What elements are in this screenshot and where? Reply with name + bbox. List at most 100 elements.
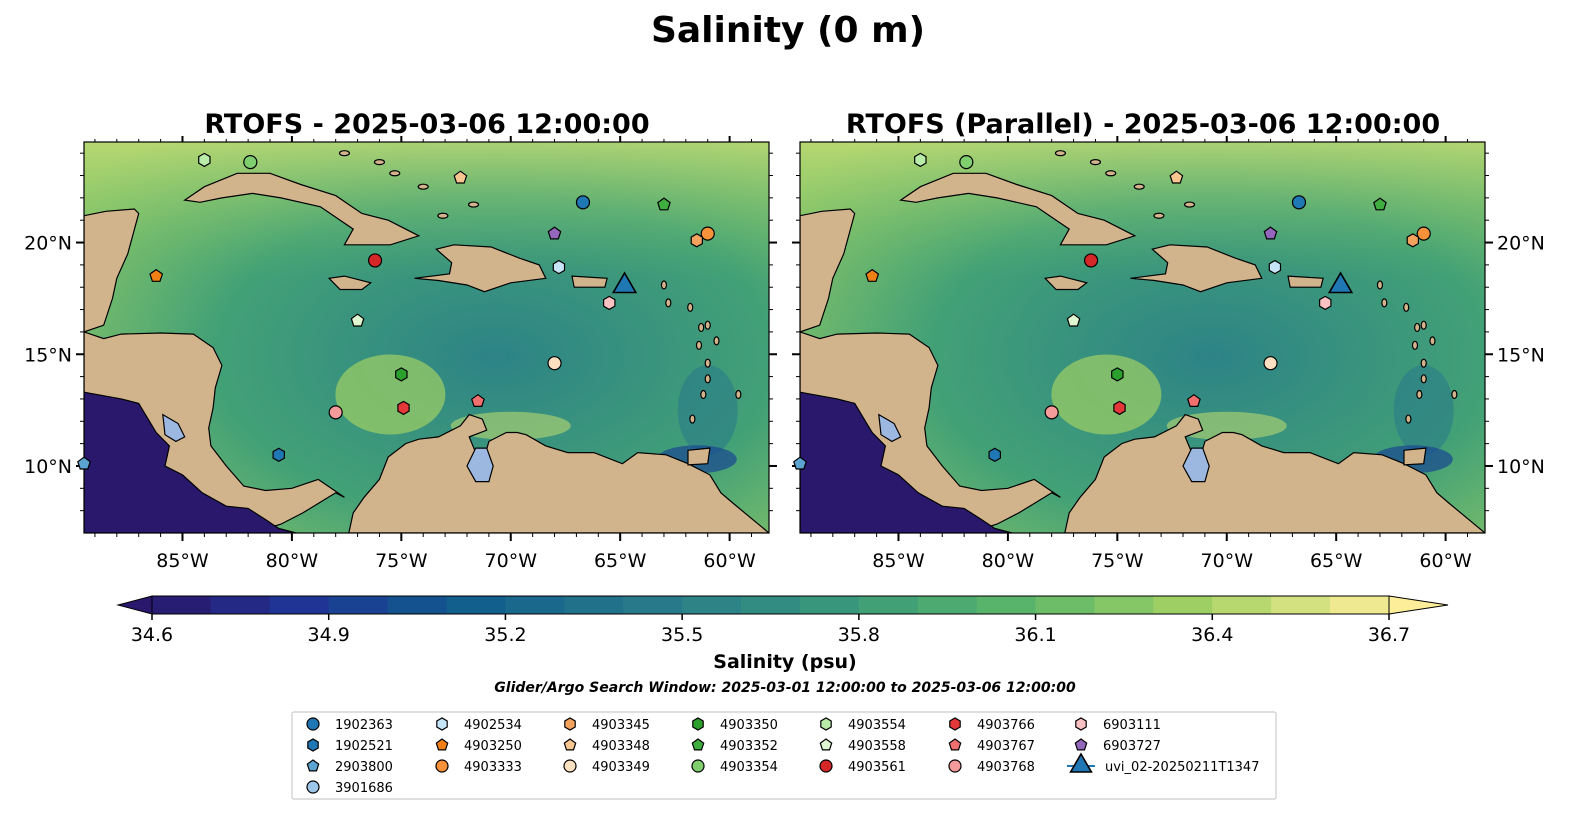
platform-marker-2903800 (793, 456, 807, 470)
colorbar-outline (151, 595, 1390, 615)
lon-tick-label: 75°W (1091, 550, 1144, 572)
island-lesser-antilles (1405, 414, 1412, 424)
land-hispaniola (1130, 244, 1263, 293)
colorbar-extend-low (116, 595, 153, 615)
island-lesser-antilles (1420, 358, 1427, 368)
island-bahamas (1153, 212, 1165, 219)
map-frame (83, 141, 770, 534)
island-bahamas (389, 170, 401, 177)
legend-label: 4903767 (977, 739, 1035, 754)
island-lesser-antilles (689, 414, 696, 424)
platform-marker-1902521 (988, 447, 1002, 462)
platform-marker-4903558 (350, 313, 365, 327)
legend-label: 2903800 (335, 760, 393, 775)
colorbar-bin (269, 596, 330, 614)
colorbar-tick-label: 36.1 (1014, 624, 1056, 646)
platform-marker-4903333 (700, 226, 715, 241)
legend-marker (692, 717, 704, 731)
island-bahamas (338, 150, 351, 157)
platform-marker-4903352 (1373, 197, 1387, 211)
island-lesser-antilles (687, 302, 694, 312)
legend-marker (1074, 738, 1088, 751)
map-area (84, 142, 769, 533)
lon-tick-label: 70°W (1201, 550, 1254, 572)
island-lesser-antilles (713, 336, 720, 346)
colorbar-bin (1153, 596, 1213, 614)
legend-label: 4903349 (592, 760, 650, 775)
legend-label: 4903352 (720, 739, 778, 754)
colorbar-bin (976, 596, 1037, 614)
legend-label: 4903558 (848, 739, 906, 754)
platform-marker-4903768 (328, 405, 343, 420)
island-bahamas (1105, 170, 1117, 177)
platform-marker-4903554 (198, 152, 211, 168)
legend-marker (1075, 717, 1087, 731)
legend-label: 4902534 (464, 718, 522, 733)
platform-marker-4903348 (1169, 170, 1184, 184)
island-bahamas (1133, 183, 1145, 190)
legend-marker (948, 738, 962, 751)
colorbar-extend-high (1388, 595, 1449, 615)
lat-tick-label: 20°N (1497, 233, 1545, 255)
low-salinity-patch (1393, 365, 1454, 456)
island-lesser-antilles (1381, 298, 1388, 308)
platform-marker-uvi_02-20250211T1347 (1327, 271, 1354, 294)
legend-label: 4903354 (720, 760, 778, 775)
legend-marker (1069, 752, 1093, 773)
colorbar-tick-label: 35.8 (838, 624, 880, 646)
colorbar-tick-label: 35.2 (484, 624, 526, 646)
legend-label: 4903561 (848, 760, 906, 775)
platform-marker-4903250 (865, 268, 880, 282)
island-bahamas (1054, 150, 1067, 157)
platform-marker-4903349 (1263, 356, 1278, 371)
island-lesser-antilles (704, 374, 711, 384)
platform-marker-4903345 (690, 233, 704, 248)
colorbar-bin (741, 596, 801, 614)
colorbar-bin (858, 596, 919, 614)
legend-label: 6903111 (1103, 718, 1161, 733)
island-lesser-antilles (1429, 336, 1436, 346)
colorbar-bin (505, 596, 565, 614)
legend-label: 4903333 (464, 760, 522, 775)
platform-marker-4903350 (395, 367, 408, 382)
land-jamaica (327, 275, 373, 291)
colorbar-bin (328, 596, 389, 614)
map-area (800, 142, 1485, 533)
legend-label: uvi_02-20250211T1347 (1105, 760, 1259, 775)
land-hispaniola (414, 244, 547, 293)
legend-marker (306, 717, 320, 731)
legend-marker (436, 717, 448, 731)
map-frame (799, 141, 1486, 534)
land-jamaica (1043, 275, 1089, 291)
island-lesser-antilles (1403, 302, 1410, 312)
colorbar-label: Salinity (psu) (713, 651, 856, 673)
lat-tick-label: 15°N (1497, 344, 1545, 366)
legend-marker (563, 738, 577, 751)
map-panel-rtofs-parallel: RTOFS (Parallel) - 2025-03-06 12:00:00 8… (792, 109, 1545, 572)
salinity-colorbar: 34.6 34.9 35.2 35.5 35.8 36.1 36.4 36.7 (116, 595, 1449, 646)
search-window-note: Glider/Argo Search Window: 2025-03-01 12… (494, 680, 1076, 696)
platform-marker-4903345 (1406, 233, 1420, 248)
platform-marker-4902534 (552, 259, 566, 275)
platform-marker-4903349 (547, 356, 562, 371)
legend-label: 4903348 (592, 739, 650, 754)
legend-label: 6903727 (1103, 739, 1161, 754)
legend-marker (564, 717, 576, 731)
lon-tick-label: 80°W (982, 550, 1035, 572)
platform-legend: 1902363 1902521 2903800 3901686 4902534 49032… (291, 711, 1277, 800)
platform-marker-4903768 (1044, 405, 1059, 420)
panel-title-rtofs: RTOFS - 2025-03-06 12:00:00 (204, 109, 649, 140)
lat-tick-label: 10°N (1497, 456, 1545, 478)
pacific-ocean (84, 391, 297, 533)
legend-label: 3901686 (335, 781, 393, 796)
platform-marker-6903111 (1318, 295, 1332, 311)
lon-tick-label: 80°W (266, 550, 319, 572)
island-bahamas (437, 212, 449, 219)
platform-marker-uvi_02-20250211T1347 (611, 271, 638, 294)
legend-marker (948, 759, 962, 773)
panel-title-rtofs-parallel: RTOFS (Parallel) - 2025-03-06 12:00:00 (846, 109, 1440, 140)
land-trinidad (1403, 447, 1427, 466)
colorbar-bin (799, 596, 860, 614)
lon-tick-label: 65°W (1310, 550, 1363, 572)
platform-marker-4903352 (657, 197, 671, 211)
